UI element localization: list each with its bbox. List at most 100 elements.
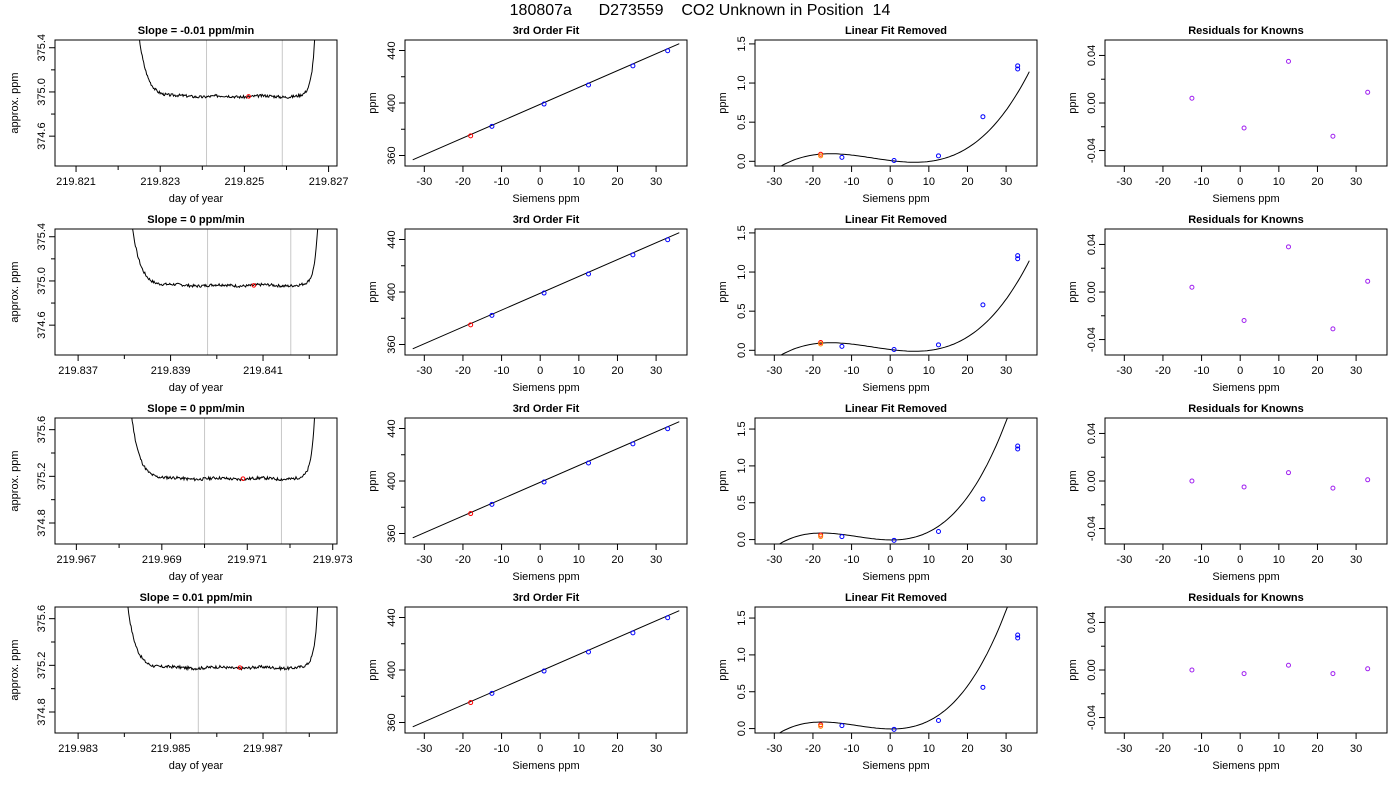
y-axis-label: ppm <box>717 659 729 680</box>
x-tick-label: -30 <box>766 743 782 755</box>
y-tick-label: 374.8 <box>36 509 48 537</box>
chart-title: Linear Fit Removed <box>845 592 947 604</box>
x-tick-label: 0 <box>887 176 893 188</box>
plot-area <box>139 40 316 166</box>
chart-panel-r4-c3: Linear Fit Removed Siemens ppm ppm -30 -20 -1… <box>700 589 1050 779</box>
unknown-point <box>818 151 824 157</box>
x-tick-label: 30 <box>1000 176 1012 188</box>
chart-panel-r3-c4: Residuals for Knowns Siemens ppm ppm -30 -20… <box>1050 400 1400 590</box>
known-point <box>891 158 897 164</box>
x-tick-label: 0 <box>1237 743 1243 755</box>
known-point <box>839 343 845 349</box>
known-point <box>1015 256 1021 262</box>
x-tick-label: 30 <box>650 365 662 377</box>
x-axis-label: Siemens ppm <box>862 193 929 205</box>
chart-svg: 3rd Order Fit Siemens ppm ppm -30 -20 -10 0 10 2… <box>367 592 688 772</box>
y-axis-label: ppm <box>1067 281 1079 302</box>
y-tick-label: 374.8 <box>36 698 48 726</box>
x-tick-label: 219.839 <box>151 365 191 377</box>
chart-panel-r2-c1: Slope = 0 ppm/min day of year approx. ppm 2… <box>0 211 350 401</box>
chart-panel-r3-c2: 3rd Order Fit Siemens ppm ppm -30 -20 -10 0 10 2… <box>350 400 700 590</box>
x-tick-label: -30 <box>1116 743 1132 755</box>
unknown_alt-point <box>818 341 824 347</box>
unknown-mean-marker <box>251 283 257 288</box>
x-tick-label: 30 <box>1350 743 1362 755</box>
x-tick-label: -20 <box>455 743 471 755</box>
chart-panel-r1-c3: Linear Fit Removed Siemens ppm ppm -30 -20 -1… <box>700 22 1050 212</box>
residual-point <box>1330 326 1336 332</box>
chart-svg: Linear Fit Removed Siemens ppm ppm -30 -20 -1… <box>717 25 1038 205</box>
x-tick-label: -20 <box>1155 365 1171 377</box>
y-tick-label: 1.0 <box>736 75 748 90</box>
x-tick-label: 0 <box>887 743 893 755</box>
x-tick-label: 219.985 <box>151 743 191 755</box>
chart-title: Slope = 0.01 ppm/min <box>140 592 253 604</box>
x-tick-label: -10 <box>844 365 860 377</box>
x-tick-label: 30 <box>1350 176 1362 188</box>
x-tick-label: 219.821 <box>56 176 96 188</box>
known-point <box>839 534 845 540</box>
chart-title: 3rd Order Fit <box>513 214 580 226</box>
chart-panel-r3-c1: Slope = 0 ppm/min day of year approx. ppm 2… <box>0 400 353 590</box>
x-axis-label: Siemens ppm <box>1212 760 1279 772</box>
chart-svg: Residuals for Knowns Siemens ppm ppm -30 -20… <box>1067 214 1388 394</box>
unknown_alt-point <box>818 723 824 729</box>
plot-area <box>780 253 1030 355</box>
residual-point <box>1330 671 1336 677</box>
y-tick-label: 375.4 <box>36 34 48 62</box>
x-tick-label: -10 <box>844 554 860 566</box>
plot-frame <box>1104 39 1388 167</box>
chart-panel-r2-c2: 3rd Order Fit Siemens ppm ppm -30 -20 -10 0 10 2… <box>350 211 700 401</box>
plot-frame <box>1104 606 1388 734</box>
plot-frame <box>404 606 688 734</box>
x-axis-label: Siemens ppm <box>512 571 579 583</box>
y-tick-label: 375.4 <box>36 223 48 251</box>
chart-svg: Slope = 0.01 ppm/min day of year approx. p… <box>9 592 338 772</box>
x-tick-label: -30 <box>766 365 782 377</box>
y-axis-label: ppm <box>367 659 379 680</box>
x-tick-label: 10 <box>923 176 935 188</box>
y-tick-label: 0.00 <box>1086 281 1098 302</box>
x-tick-label: 20 <box>1311 365 1323 377</box>
x-tick-label: 219.967 <box>56 554 96 566</box>
plot-area <box>132 229 319 355</box>
known-point <box>585 82 591 88</box>
known-point <box>980 114 986 120</box>
x-axis-label: day of year <box>169 382 224 394</box>
chart-svg: Linear Fit Removed Siemens ppm ppm -30 -20 -1… <box>717 403 1038 583</box>
plot-frame <box>1104 228 1388 356</box>
plot-area <box>412 232 680 350</box>
y-tick-label: 0.5 <box>736 684 748 699</box>
plot-frame <box>404 39 688 167</box>
plot-frame <box>54 228 338 356</box>
x-tick-label: -10 <box>494 554 510 566</box>
y-tick-label: 440 <box>386 230 398 248</box>
chart-svg: Slope = -0.01 ppm/min day of year approx. … <box>9 25 348 205</box>
plot-frame <box>754 39 1038 167</box>
residual-point <box>1241 125 1247 131</box>
x-tick-label: -20 <box>455 176 471 188</box>
x-tick-label: 219.987 <box>243 743 283 755</box>
time-trace-line <box>131 418 316 482</box>
y-tick-label: 374.6 <box>36 311 48 339</box>
x-axis-label: Siemens ppm <box>512 760 579 772</box>
y-tick-label: -0.04 <box>1086 138 1098 163</box>
residual-point <box>1241 318 1247 324</box>
unknown-point <box>468 700 474 706</box>
known-point <box>1015 443 1021 449</box>
x-axis-label: day of year <box>169 760 224 772</box>
y-tick-label: 0.0 <box>736 343 748 358</box>
y-tick-label: 375.6 <box>36 416 48 444</box>
x-tick-label: -20 <box>455 365 471 377</box>
y-tick-label: 440 <box>386 41 398 59</box>
x-tick-label: 30 <box>650 176 662 188</box>
chart-svg: Slope = 0 ppm/min day of year approx. ppm 2… <box>9 403 353 583</box>
residual-point <box>1330 485 1336 491</box>
y-axis-label: ppm <box>367 470 379 491</box>
plot-frame <box>54 39 338 167</box>
y-tick-label: 374.6 <box>36 122 48 150</box>
y-tick-label: 1.0 <box>736 647 748 662</box>
y-axis-label: ppm <box>367 92 379 113</box>
known-point <box>541 479 547 485</box>
x-tick-label: -20 <box>455 554 471 566</box>
